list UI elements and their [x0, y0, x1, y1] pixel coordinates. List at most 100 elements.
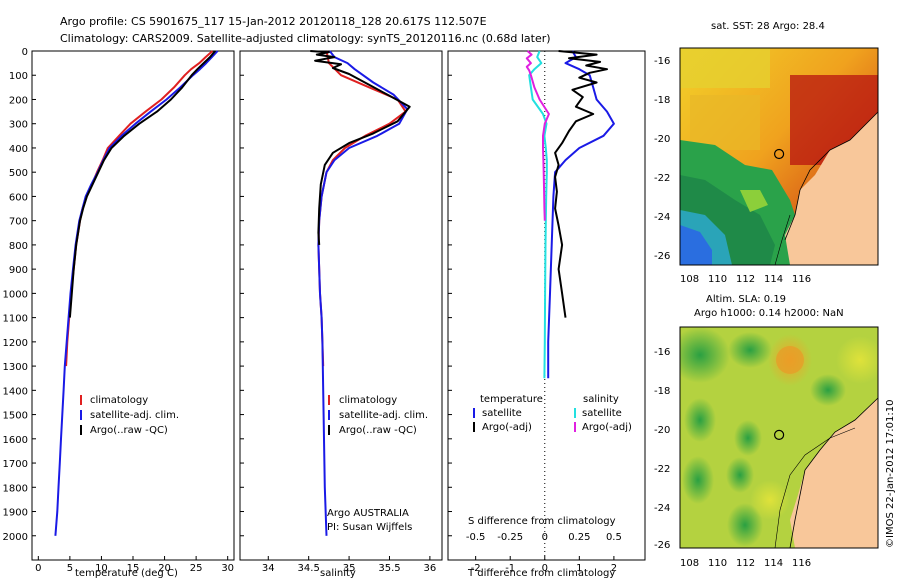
depth-tick-label: 600	[9, 192, 28, 203]
lat-tick: -20	[654, 425, 670, 436]
legend-label-s-satellite: satellite	[582, 408, 622, 419]
lon-tick: 114	[764, 558, 783, 569]
salinity-panel: 34 34.5 35 35.5 36 salinity climatology sate…	[239, 50, 443, 579]
legend-label-t-argo: Argo(-adj)	[482, 422, 532, 433]
sla-map-lon-axis: 108 110 112 114 116	[680, 558, 811, 569]
depth-tick-label: 1800	[3, 483, 28, 494]
x-tick-label: 1	[576, 563, 582, 574]
x-tick-label: -1	[505, 563, 515, 574]
salinity-x-axis: 34 34.5 35 35.5 36	[240, 50, 436, 574]
lat-tick: -24	[654, 212, 670, 223]
lon-tick: 114	[764, 274, 783, 285]
temperature-axes-frame	[31, 50, 235, 561]
sla-map: Altim. SLA: 0.19 Argo h1000: 0.14 h2000:…	[654, 294, 879, 569]
sst-map-lat-axis: -16 -18 -20 -22 -24 -26	[654, 56, 670, 262]
lat-tick: -16	[654, 347, 670, 358]
s-tick-label: 0	[542, 532, 548, 543]
sst-profile-location-marker	[773, 148, 785, 160]
series-line-s-satellite	[528, 50, 548, 379]
series-line-s-argo	[525, 50, 550, 221]
sla-map-subtitle: Argo h1000: 0.14 h2000: NaN	[694, 308, 844, 319]
depth-tick-label: 1300	[3, 362, 28, 373]
x-tick-label: 35	[343, 563, 356, 574]
lon-tick: 110	[708, 558, 727, 569]
sla-profile-location-marker	[773, 429, 785, 440]
s-tick-label: 0.25	[568, 532, 590, 543]
temperature-x-label: temperature (deg C)	[75, 568, 178, 579]
legend-label-climatology: climatology	[90, 395, 148, 406]
lon-tick: 108	[680, 558, 699, 569]
depth-tick-label: 2000	[3, 532, 28, 543]
depth-tick-label: 300	[9, 120, 28, 131]
series-line-argo	[310, 50, 411, 245]
sla-map-frame	[679, 326, 879, 549]
lon-tick: 116	[792, 274, 811, 285]
legend-label-satellite: satellite-adj. clim.	[339, 410, 428, 421]
s-tick-label: -0.25	[497, 532, 523, 543]
temperature-series	[54, 50, 219, 536]
lat-tick: -26	[654, 540, 670, 551]
sst-map-frame	[679, 47, 879, 266]
x-tick-label: -2	[471, 563, 481, 574]
lon-tick: 112	[736, 274, 755, 285]
salinity-x-label: salinity	[320, 568, 356, 579]
x-tick-label: 15	[127, 563, 140, 574]
x-tick-label: 20	[158, 563, 171, 574]
lon-tick: 110	[708, 274, 727, 285]
x-tick-label: 0	[542, 563, 548, 574]
x-tick-label: 34	[262, 563, 275, 574]
x-tick-label: 35.5	[378, 563, 400, 574]
x-tick-label: 2	[611, 563, 617, 574]
principal-investigator-label: PI: Susan Wijffels	[327, 522, 412, 533]
legend-label-satellite: satellite-adj. clim.	[90, 410, 179, 421]
temperature-legend: climatology satellite-adj. clim. Argo(..…	[80, 395, 179, 436]
temperature-x-axis: 0 5 10 15 20 25 30	[35, 556, 234, 574]
imos-credit: ©IMOS 22-Jan-2012 17:01:10	[885, 400, 896, 548]
sst-map-lon-axis: 108 110 112 114 116	[680, 274, 811, 285]
sst-map-image	[680, 48, 878, 265]
lat-tick: -18	[654, 95, 670, 106]
depth-tick-label: 200	[9, 95, 28, 106]
depth-axis: 0 100 200 300 400 500 600 700 800 900 1000 1100 1200…	[3, 47, 36, 543]
series-line-argo	[68, 50, 216, 318]
sst-map-title: sat. SST: 28 Argo: 28.4	[711, 21, 825, 32]
x-tick-label: 30	[221, 563, 234, 574]
legend-label-argo: Argo(..raw -QC)	[90, 425, 168, 436]
depth-tick-label: 1100	[3, 314, 28, 325]
x-tick-label: 0	[35, 563, 41, 574]
sla-map-image	[680, 327, 878, 548]
lat-tick: -18	[654, 386, 670, 397]
legend-salinity-header: salinity	[583, 394, 619, 405]
series-line-satellite	[317, 50, 409, 536]
depth-tick-label: 1000	[3, 289, 28, 300]
s-tick-label: 0.5	[606, 532, 622, 543]
s-difference-label: S difference from climatology	[468, 516, 616, 527]
x-tick-label: 34.5	[298, 563, 320, 574]
t-difference-label: T difference from climatology	[467, 568, 615, 579]
x-tick-label: 5	[67, 563, 73, 574]
legend-label-t-satellite: satellite	[482, 408, 522, 419]
lat-tick: -24	[654, 503, 670, 514]
salinity-legend: climatology satellite-adj. clim. Argo(..…	[328, 395, 428, 436]
data-provider-label: Argo AUSTRALIA	[327, 508, 409, 519]
legend-temperature-header: temperature	[480, 394, 543, 405]
difference-x-axis: -2 -1 0 1 2 -0.5 -0.25 0 0.25 0.5	[448, 50, 622, 574]
depth-tick-label: 1200	[3, 338, 28, 349]
depth-tick-label: 500	[9, 168, 28, 179]
lat-tick: -22	[654, 464, 670, 475]
temperature-panel: 0100200300400500600700800900100011001200…	[3, 47, 235, 579]
lon-tick: 116	[792, 558, 811, 569]
depth-tick-label: 1600	[3, 435, 28, 446]
depth-tick-label: 1900	[3, 508, 28, 519]
depth-tick-label: 800	[9, 241, 28, 252]
depth-tick-label: 0	[22, 47, 28, 58]
figure-title: Argo profile: CS 5901675_117 15-Jan-2012…	[60, 15, 487, 28]
legend-label-argo: Argo(..raw -QC)	[339, 425, 417, 436]
series-line-t-satellite	[547, 50, 615, 379]
sst-map: sat. SST: 28 Argo: 28.4 -16 -18 -20 -22 …	[654, 21, 879, 285]
legend-label-s-argo: Argo(-adj)	[582, 422, 632, 433]
lon-tick: 112	[736, 558, 755, 569]
x-tick-label: 25	[190, 563, 203, 574]
x-tick-label: 10	[95, 563, 108, 574]
